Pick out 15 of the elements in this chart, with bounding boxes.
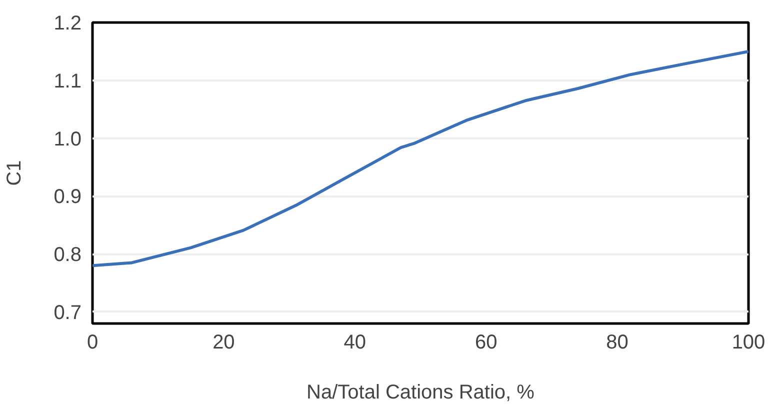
x-tick-label: 40 bbox=[344, 332, 366, 354]
y-tick-label: 1.2 bbox=[54, 12, 82, 34]
x-tick-label: 20 bbox=[212, 332, 235, 354]
x-tick-label: 100 bbox=[732, 332, 766, 354]
y-axis-title: C1 bbox=[4, 160, 26, 186]
x-tick-label: 0 bbox=[86, 332, 98, 354]
x-axis-title: Na/Total Cations Ratio, % bbox=[306, 382, 535, 404]
line-series bbox=[92, 50, 748, 268]
y-tick-label: 0.7 bbox=[54, 302, 82, 324]
x-tick-label: 80 bbox=[606, 332, 628, 354]
y-tick-label: 0.8 bbox=[54, 244, 82, 266]
y-tick-label: 1.1 bbox=[54, 70, 82, 92]
y-tick-label: 1.0 bbox=[54, 128, 82, 150]
x-tick-label: 60 bbox=[474, 332, 498, 354]
y-tick-label: 0.9 bbox=[54, 186, 82, 208]
